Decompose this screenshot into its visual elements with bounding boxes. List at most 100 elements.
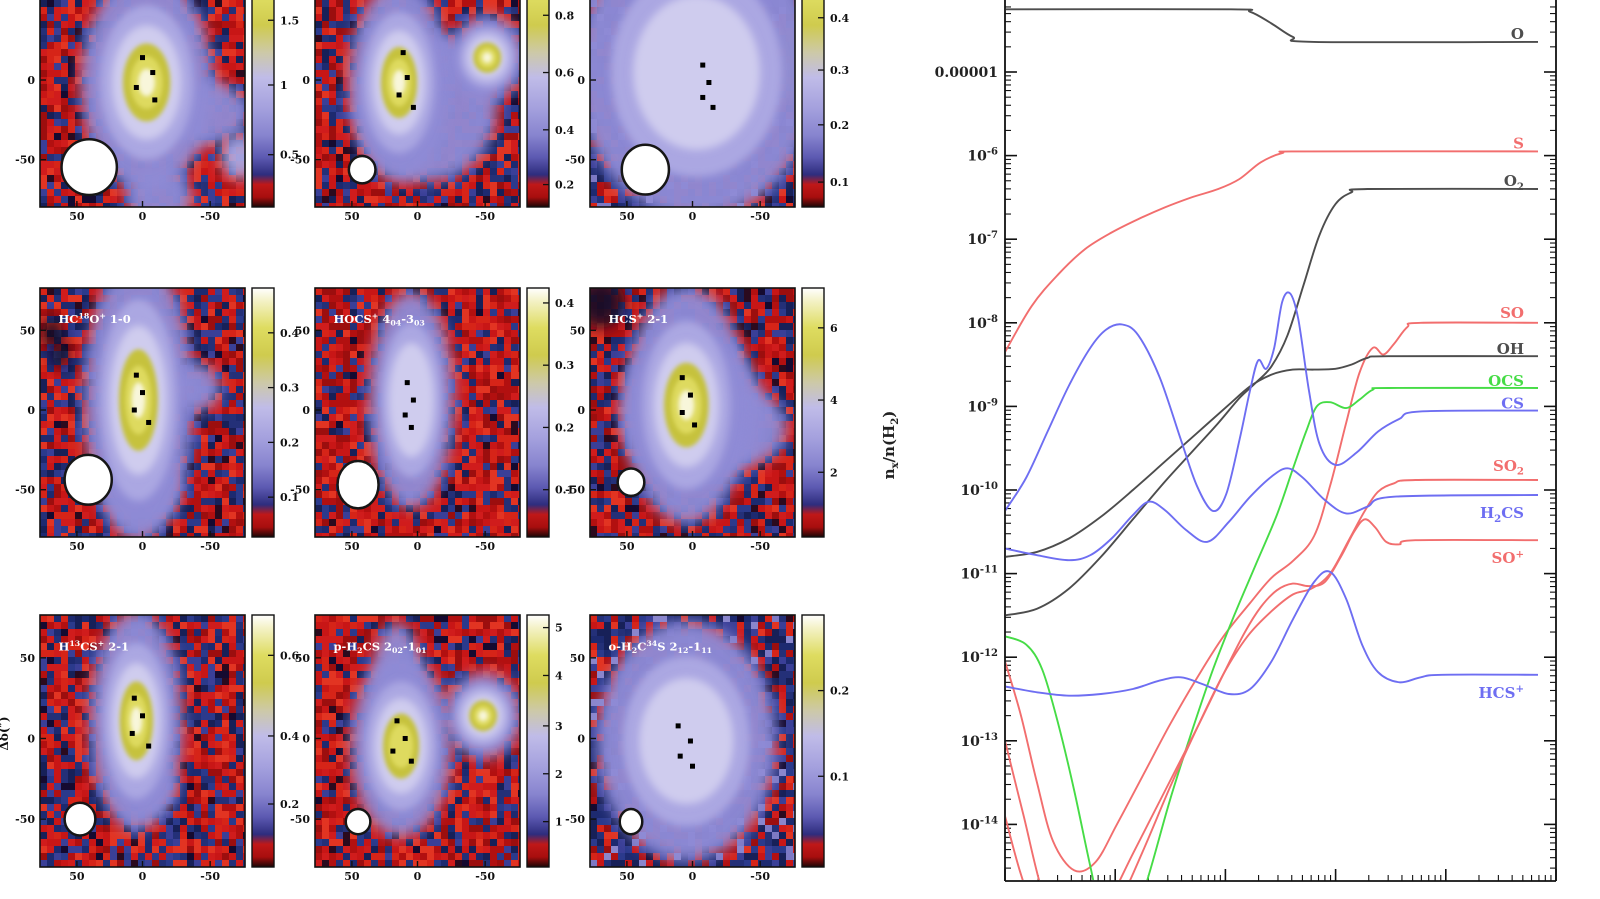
chart-curve-HCS+ [1006, 570, 1539, 697]
source-position-marker [404, 380, 410, 386]
chart-curve-S [1006, 150, 1539, 353]
chart-y-tick-label: 10-14 [960, 815, 998, 833]
source-position-marker [675, 723, 681, 729]
map-x-tick-label: -50 [475, 540, 495, 553]
map-x-tick-label: 0 [414, 540, 422, 553]
map-y-tick-label: 0 [27, 404, 35, 417]
map-y-tick-label: 50 [295, 324, 311, 337]
map-y-axis-label: Δδ(″) [0, 716, 11, 750]
chart-curve-SO [1006, 321, 1539, 873]
map-x-tick-label: 0 [139, 870, 147, 883]
map-panel-r3c3: o-H2C34S 212-111 50 0 -50 50 0 -50 0.2 0.1 [565, 614, 849, 883]
source-position-marker [687, 738, 693, 744]
chart-species-label-OCS: OCS [1488, 372, 1524, 390]
beam-ellipse [336, 459, 380, 510]
contour-maps-grid: 50 0 -500-501.510.550 0 -500-500.80.60.40.25… [0, 0, 849, 883]
chart-species-label-CS: CS [1501, 395, 1524, 413]
chart-curve-SO2 [1006, 478, 1539, 880]
map-emission-blob [596, 621, 776, 861]
source-position-marker [150, 70, 156, 76]
map-x-tick-label: 50 [69, 870, 85, 883]
colorbar [251, 614, 275, 868]
colorbar-tick-label: 1 [555, 816, 563, 829]
map-y-tick-label: 0 [302, 404, 310, 417]
map-panel-r3c2: p-H2CS 202-101 50 0 -50 50 0 -50 5 4 3 2 1 [290, 614, 563, 883]
source-position-marker [692, 422, 698, 428]
colorbar-tick-label: 4 [830, 394, 838, 407]
beam-ellipse [63, 453, 114, 506]
colorbar-tick-label: 0.2 [280, 798, 299, 811]
colorbar-tick-label: 4 [555, 669, 563, 682]
map-y-tick-label: -50 [15, 484, 35, 497]
source-position-marker [131, 695, 137, 701]
source-position-marker [410, 397, 416, 403]
source-position-marker [129, 730, 135, 736]
colorbar-tick-label: 0.6 [280, 649, 299, 662]
colorbar-tick-label: 1.5 [280, 14, 299, 27]
map-panel-r2c2: HOCS+ 404-303 50 0 -50 50 0 -50 0.4 0.3 0.2 0.1 [290, 287, 574, 553]
map-title: HOCS+ 404-303 [333, 311, 424, 327]
colorbar-tick-label: 0.1 [830, 176, 849, 189]
map-extended-emission [52, 342, 69, 368]
map-y-tick-label: 50 [20, 652, 36, 665]
chart-y-axis-label: nx/n(H2) [880, 411, 901, 480]
colorbar-tick-label: 0.2 [830, 119, 849, 132]
map-title: HC18O+ 1-0 [58, 311, 130, 325]
map-title: H13CS+ 2-1 [58, 639, 129, 653]
map-emission-blob [89, 615, 184, 831]
colorbar-tick-label: 0.4 [830, 12, 849, 25]
source-position-marker [408, 424, 414, 430]
map-x-tick-label: 0 [414, 870, 422, 883]
colorbar-tick-label: 0.2 [555, 421, 574, 434]
map-x-tick-label: 50 [619, 540, 635, 553]
map-y-tick-label: 50 [295, 652, 311, 665]
source-position-marker [710, 104, 716, 110]
source-position-marker [687, 392, 693, 398]
map-x-tick-label: 0 [139, 210, 147, 223]
colorbar-tick-label: 3 [555, 720, 563, 733]
chart-species-label-OH: OH [1497, 340, 1524, 358]
source-position-marker [679, 375, 685, 381]
map-panel-r1c1: 50 0 -50 0 -50 1.5 1 0.5 [15, 0, 299, 223]
map-x-tick-label: 0 [414, 210, 422, 223]
beam-ellipse [344, 807, 372, 836]
map-title: p-H2CS 202-101 [333, 639, 426, 655]
map-title: HCS+ 2-1 [608, 311, 668, 325]
source-position-marker [700, 94, 706, 100]
map-title: o-H2C34S 212-111 [608, 639, 712, 655]
map-emission-blob [448, 15, 520, 101]
chart-species-label-SO+: SO+ [1492, 548, 1524, 567]
colorbar [801, 287, 825, 538]
colorbar-tick-label: 6 [830, 322, 838, 335]
colorbar-tick-label: 0.3 [555, 359, 574, 372]
map-x-tick-label: 0 [689, 870, 697, 883]
map-extended-emission [42, 317, 63, 348]
source-position-marker [700, 62, 706, 68]
map-extended-emission [220, 134, 245, 180]
map-x-tick-label: -50 [475, 870, 495, 883]
map-x-tick-label: -50 [200, 210, 220, 223]
source-position-marker [133, 84, 139, 90]
map-extended-emission [590, 288, 625, 328]
source-position-marker [140, 55, 145, 61]
map-x-tick-label: -50 [475, 210, 495, 223]
source-position-marker [410, 104, 416, 110]
beam-ellipse [616, 467, 646, 498]
map-y-tick-label: -50 [565, 154, 585, 167]
colorbar-tick-label: 0.4 [280, 327, 299, 340]
map-y-tick-label: -50 [15, 813, 35, 826]
source-position-marker [706, 80, 712, 85]
chart-y-tick-label: 10-13 [960, 732, 998, 750]
colorbar [801, 614, 825, 868]
map-panel-r2c1: HC18O+ 1-0 50 0 -50 50 0 -50 0.4 0.3 0.2 0.1 [15, 287, 299, 553]
map-y-tick-label: 0 [27, 74, 35, 87]
chart-curves [1006, 8, 1539, 880]
colorbar [251, 287, 275, 538]
colorbar-tick-label: 0.2 [830, 685, 849, 698]
map-panel-r2c3: HCS+ 2-1 50 0 -50 50 0 -50 6 4 2 [565, 287, 838, 553]
map-x-tick-label: 50 [344, 540, 360, 553]
map-x-tick-label: -50 [750, 870, 770, 883]
chart-curve-SO+ [1006, 518, 1539, 880]
map-emission-blob [444, 672, 520, 759]
chart-y-tick-label: 10-8 [967, 314, 998, 332]
